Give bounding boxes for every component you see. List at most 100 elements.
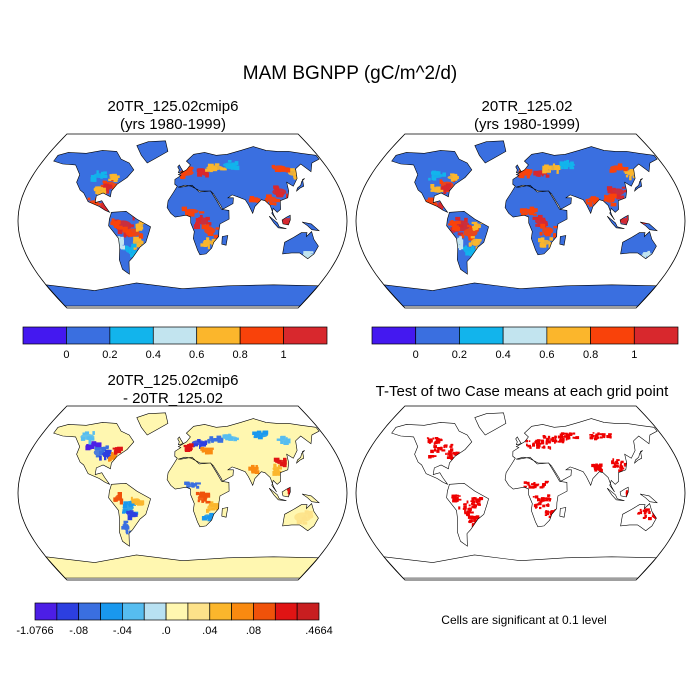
significant-cell: [593, 466, 597, 469]
data-cell: [553, 225, 560, 229]
colorbar-box: [109, 326, 154, 345]
coastline-new-guinea: [302, 221, 320, 232]
map-panel-1: [17, 133, 348, 309]
data-cell: [102, 180, 105, 184]
significant-cell: [473, 516, 478, 519]
data-cell: [90, 175, 96, 180]
data-cell-cluster: [470, 238, 481, 246]
significant-cell: [536, 503, 541, 505]
data-cell: [604, 195, 609, 200]
colorbar-1: 0 0.2 0.4 0.6 0.8 1: [22, 326, 328, 361]
data-cell: [302, 521, 308, 525]
significant-cell: [625, 490, 630, 494]
significant-cell: [540, 498, 545, 502]
data-cell: [549, 237, 553, 241]
data-cell: [453, 225, 456, 230]
data-cell: [277, 471, 282, 476]
data-cell: [220, 437, 224, 441]
data-cell: [286, 193, 290, 199]
significant-cell: [648, 511, 651, 514]
significant-cell: [575, 436, 580, 440]
data-cell: [296, 520, 302, 525]
coastline-north-america: [391, 422, 473, 486]
data-cell: [285, 167, 291, 173]
map-border: [355, 405, 686, 581]
data-cell-cluster: [267, 196, 277, 203]
colorbar-box: [590, 326, 635, 345]
significant-cell: [452, 451, 456, 454]
data-cell: [560, 166, 564, 169]
colorbar-tick-label: 0.8: [583, 349, 598, 361]
data-cell: [112, 447, 117, 450]
data-cell: [233, 437, 237, 442]
data-cell: [119, 500, 123, 505]
significant-cell: [545, 510, 549, 513]
significant-cell: [437, 440, 441, 443]
data-cell: [87, 197, 91, 201]
data-cell-cluster: [250, 467, 258, 471]
data-cell: [308, 510, 313, 516]
data-cell: [609, 193, 615, 199]
coastline-new-guinea: [640, 221, 658, 232]
land-base-greenland: [136, 412, 168, 435]
map-border: [17, 133, 348, 309]
significant-cell: [472, 503, 476, 506]
data-cell: [207, 222, 212, 226]
data-cell-cluster: [191, 440, 206, 446]
data-cell: [222, 167, 227, 171]
data-cell: [472, 227, 476, 230]
data-cell: [207, 509, 211, 512]
data-cell: [113, 497, 118, 502]
data-cell: [251, 469, 258, 474]
data-cell: [445, 183, 452, 188]
land-base-new-guinea: [302, 222, 319, 231]
data-cell: [624, 189, 627, 193]
data-cell: [545, 174, 550, 178]
coastline-new-guinea: [302, 493, 320, 504]
data-cell: [280, 440, 284, 444]
significant-cell: [567, 436, 571, 440]
data-cell: [264, 198, 268, 202]
colorbar-box: [239, 326, 284, 345]
data-cell: [185, 212, 191, 217]
significant-cell: [537, 498, 541, 502]
significant-cell: [559, 435, 563, 439]
colorbar-box: [296, 602, 320, 621]
data-cell: [458, 239, 464, 245]
data-layer: [45, 412, 320, 579]
data-cell: [460, 234, 465, 239]
significant-cell: [539, 506, 542, 510]
data-cell: [109, 456, 113, 459]
significant-cell: [532, 442, 535, 445]
significant-cell: [473, 497, 476, 500]
significant-cell: [547, 446, 550, 449]
colorbar-box: [187, 602, 211, 621]
significant-cell: [572, 432, 576, 435]
data-cell-cluster: [522, 208, 537, 214]
data-cell-cluster: [197, 217, 209, 225]
data-cell: [119, 245, 122, 249]
data-cell: [137, 226, 143, 231]
data-cell: [193, 224, 198, 230]
significant-cell: [528, 486, 533, 489]
significant-cell: [463, 503, 467, 506]
significant-cell: [622, 467, 625, 470]
data-cell: [106, 184, 113, 187]
significant-cell: [466, 510, 470, 514]
significant-cell: [620, 460, 624, 464]
data-cell: [273, 463, 277, 468]
significant-cell: [473, 518, 477, 522]
significant-cell: [534, 495, 539, 499]
significant-cell: [532, 443, 535, 447]
colorbar-box: [231, 602, 254, 621]
significant-cell: [540, 500, 543, 503]
significant-cell: [446, 456, 451, 459]
significant-cell: [640, 510, 643, 515]
data-cell: [471, 249, 475, 253]
data-cell: [122, 245, 128, 251]
coastline-madagascar: [559, 235, 567, 246]
significant-cell: [647, 508, 650, 511]
data-cell: [132, 250, 138, 254]
data-cell: [214, 505, 220, 508]
significant-cell: [596, 437, 599, 440]
